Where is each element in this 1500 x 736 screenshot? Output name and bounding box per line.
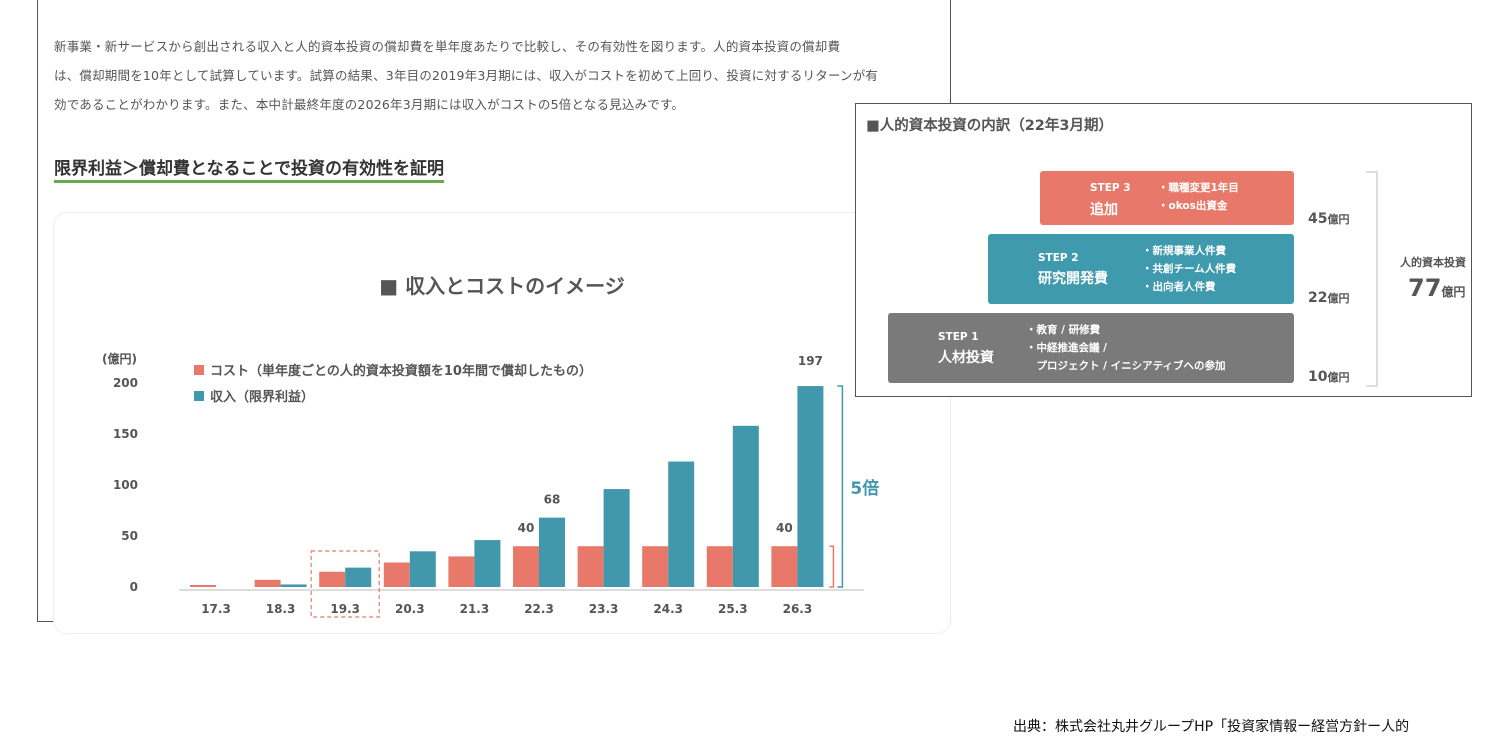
- step1-block: STEP 1 人材投資 ・教育 / 研修費 ・中経推進会議 / プロジェクト /…: [888, 313, 1294, 383]
- cost-bar: [383, 562, 410, 587]
- x-tick-label: 25.3: [718, 602, 748, 616]
- intro-text: 新事業・新サービスから創出される収入と人的資本投資の償却費を単年度あたりで比較し…: [54, 32, 934, 119]
- step3-name: 追加: [1090, 202, 1118, 218]
- step3-block: STEP 3 追加 ・職種変更1年目 ・okos出資金: [1040, 171, 1294, 225]
- step2-item: ・共創チーム人件費: [1142, 263, 1237, 275]
- ratio-bracket-revenue: [837, 385, 844, 588]
- intro-line: 新事業・新サービスから創出される収入と人的資本投資の償却費を単年度あたりで比較し…: [54, 39, 841, 54]
- x-tick-label: 23.3: [589, 602, 619, 616]
- y-tick-label: 50: [121, 529, 138, 543]
- total-bracket: [1366, 171, 1378, 387]
- data-label: 40: [776, 521, 793, 535]
- revenue-bar: [603, 489, 630, 587]
- x-tick-label: 22.3: [524, 602, 554, 616]
- cost-bar: [254, 579, 281, 587]
- y-tick-label: 200: [113, 376, 138, 390]
- x-tick-label: 26.3: [783, 602, 813, 616]
- step2-block: STEP 2 研究開発費 ・新規事業人件費 ・共創チーム人件費 ・出向者人件費: [988, 234, 1294, 304]
- step3-label: STEP 3: [1090, 182, 1131, 194]
- step2-name: 研究開発費: [1038, 271, 1108, 287]
- x-tick-label: 18.3: [266, 602, 296, 616]
- y-axis-label: (億円): [102, 351, 137, 366]
- legend-label-revenue: 収入（限界利益）: [210, 389, 314, 405]
- legend-label-cost: コスト（単年度ごとの人的資本投資額を10年間で償却したもの）: [210, 363, 592, 379]
- step1-label: STEP 1: [938, 331, 979, 343]
- legend-swatch-revenue: [194, 391, 204, 401]
- step2-item: ・出向者人件費: [1142, 281, 1216, 293]
- revenue-bar: [280, 584, 307, 587]
- cost-bar: [642, 546, 669, 587]
- revenue-bar: [732, 425, 759, 587]
- intro-line: は、償却期間を10年として試算しています。試算の結果、3年目の2019年3月期に…: [54, 68, 879, 83]
- step2-items: ・新規事業人件費 ・共創チーム人件費 ・出向者人件費: [1142, 242, 1236, 296]
- step1-items: ・教育 / 研修費 ・中経推進会議 / プロジェクト / イニシアティブへの参加: [1026, 321, 1226, 375]
- data-label: 40: [518, 521, 535, 535]
- source-citation: 出典：株式会社丸井グループHP「投資家情報ー経営方針ー人的: [1013, 719, 1410, 735]
- legend-swatch-cost: [194, 365, 204, 375]
- breakdown-title: ■人的資本投資の内訳（22年3月期）: [866, 118, 1113, 134]
- intro-line: 効であることがわかります。また、本中計最終年度の2026年3月期には収入がコスト…: [54, 97, 685, 112]
- cost-bar: [577, 546, 604, 587]
- step3-item: ・okos出資金: [1158, 200, 1228, 212]
- cost-bar: [706, 546, 733, 587]
- left-panel: 新事業・新サービスから創出される収入と人的資本投資の償却費を単年度あたりで比較し…: [37, 0, 951, 634]
- y-tick-label: 0: [130, 580, 138, 594]
- revenue-bar: [409, 551, 436, 587]
- revenue-bar: [345, 567, 372, 587]
- x-tick-label: 21.3: [460, 602, 490, 616]
- revenue-cost-chart: (億円) 0 50 100 150 200 17.3 18.3 19.3 20.3 21.3 22.3…: [102, 351, 879, 618]
- y-tick-label: 100: [113, 478, 138, 492]
- step1-name: 人材投資: [938, 350, 994, 366]
- data-label: 197: [798, 354, 823, 368]
- step3-items: ・職種変更1年目 ・okos出資金: [1158, 179, 1239, 215]
- revenue-bar: [474, 540, 501, 587]
- x-tick-label: 19.3: [330, 602, 360, 616]
- cost-bar: [190, 584, 216, 587]
- data-label: 68: [544, 493, 561, 507]
- x-tick-label: 20.3: [395, 602, 425, 616]
- x-tick-label: 17.3: [201, 602, 231, 616]
- total-value: 77億円: [1408, 274, 1466, 302]
- step2-item: ・新規事業人件費: [1142, 245, 1226, 257]
- cost-bar: [771, 546, 798, 587]
- step3-amount: 45億円: [1308, 211, 1350, 227]
- step3-item: ・職種変更1年目: [1158, 182, 1239, 194]
- step1-amount: 10億円: [1308, 369, 1350, 385]
- ratio-annotation: 5倍: [850, 478, 879, 499]
- revenue-bar: [539, 517, 565, 587]
- total-label: 人的資本投資: [1400, 256, 1466, 269]
- cost-bar: [319, 571, 346, 587]
- breakdown-panel: ■人的資本投資の内訳（22年3月期） STEP 3 追加 ・職種変更1年目 ・o…: [855, 103, 1472, 397]
- step1-item: ・教育 / 研修費: [1026, 324, 1101, 336]
- highlight-box: [310, 550, 380, 618]
- section-subheading: 限界利益＞償却費となることで投資の有効性を証明: [54, 154, 444, 183]
- cost-bar: [448, 556, 475, 587]
- chart-title: ■ 収入とコストのイメージ: [379, 274, 625, 298]
- step1-item: プロジェクト / イニシアティブへの参加: [1026, 360, 1226, 372]
- step2-label: STEP 2: [1038, 252, 1079, 264]
- revenue-bar: [797, 386, 824, 587]
- x-tick-label: 24.3: [653, 602, 683, 616]
- step1-item: ・中経推進会議 /: [1026, 342, 1107, 354]
- revenue-bar: [668, 461, 695, 587]
- y-tick-label: 150: [113, 427, 138, 441]
- chart-card: ■ 収入とコストのイメージ (億円) 0 50 100 150 200 17.3 18.3 19…: [53, 212, 951, 634]
- step2-amount: 22億円: [1308, 290, 1350, 306]
- ratio-bracket-cost: [829, 545, 835, 588]
- cost-bar: [513, 546, 539, 587]
